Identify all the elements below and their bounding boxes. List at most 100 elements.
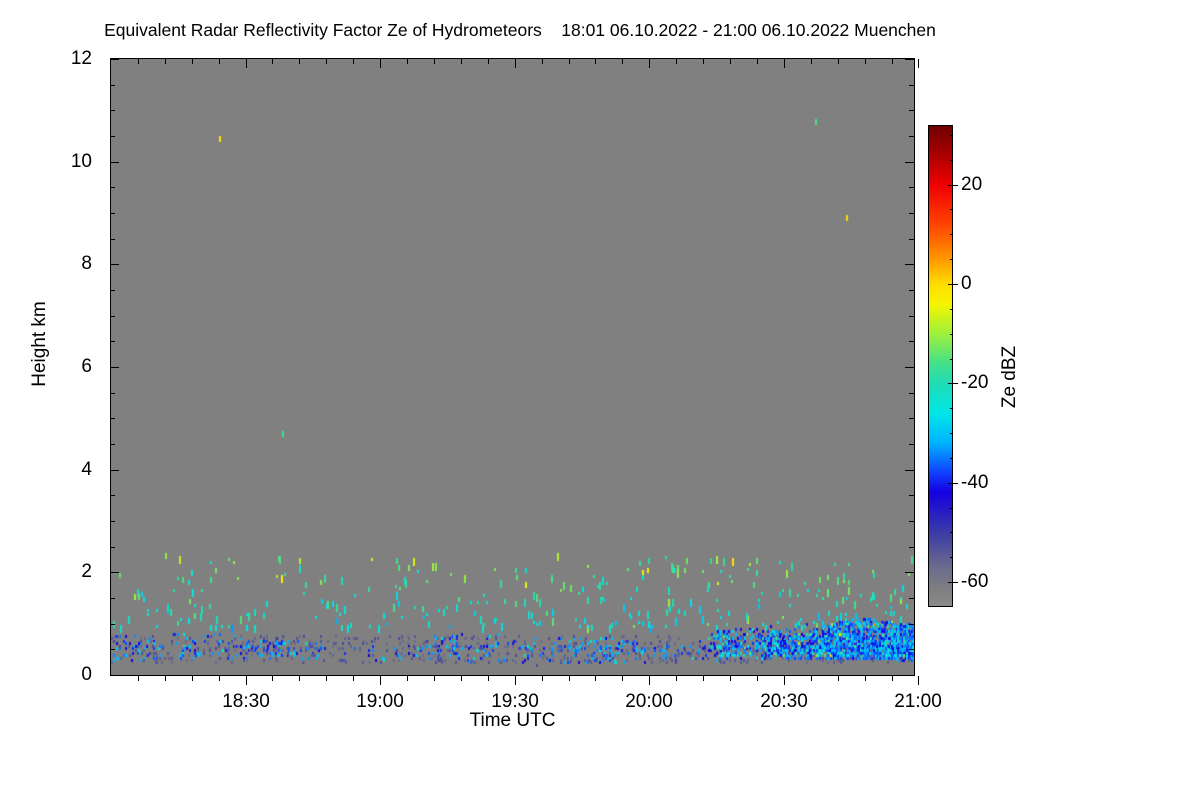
x-minor-tick-top — [703, 59, 704, 64]
y-minor-tick-right — [909, 187, 914, 188]
x-minor-tick — [811, 676, 812, 681]
x-tick-18:30 — [246, 676, 247, 685]
x-minor-tick — [703, 676, 704, 681]
y-minor-tick-right — [909, 290, 914, 291]
y-tick-label-12: 12 — [70, 48, 92, 69]
x-tick-top-20:30 — [784, 59, 785, 68]
x-minor-tick-top — [434, 59, 435, 64]
y-axis-title: Height km — [29, 301, 50, 387]
x-minor-tick — [299, 676, 300, 681]
x-minor-tick-top — [326, 59, 327, 64]
y-minor-tick-right — [909, 444, 914, 445]
colorbar-minor-tick — [950, 160, 953, 161]
y-tick-4 — [110, 470, 119, 471]
y-minor-tick — [110, 341, 115, 342]
y-tick-label-4: 4 — [81, 459, 92, 480]
colorbar-tick-label-20: 20 — [961, 174, 983, 195]
radar-heatmap-canvas — [111, 59, 914, 675]
x-minor-tick-top — [730, 59, 731, 64]
y-minor-tick-right — [909, 521, 914, 522]
y-tick-2 — [110, 572, 119, 573]
y-minor-tick — [110, 393, 115, 394]
x-minor-tick-top — [838, 59, 839, 64]
y-minor-tick — [110, 624, 115, 625]
x-minor-tick-top — [165, 59, 166, 64]
y-tick-label-10: 10 — [70, 151, 92, 172]
x-minor-tick — [353, 676, 354, 681]
x-axis-title: Time UTC — [469, 710, 556, 731]
x-minor-tick-top — [569, 59, 570, 64]
x-tick-19:00 — [380, 676, 381, 685]
colorbar-minor-tick — [950, 309, 953, 310]
x-minor-tick — [676, 676, 677, 681]
x-minor-tick — [757, 676, 758, 681]
x-minor-tick-top — [299, 59, 300, 64]
y-minor-tick-right — [909, 418, 914, 419]
y-minor-tick — [110, 495, 115, 496]
colorbar-minor-tick — [950, 508, 953, 509]
colorbar-minor-tick — [950, 433, 953, 434]
x-minor-tick-top — [192, 59, 193, 64]
colorbar-tick-inner--60 — [948, 582, 953, 583]
colorbar-minor-tick — [950, 458, 953, 459]
y-tick-0 — [110, 675, 119, 676]
x-tick-top-18:30 — [246, 59, 247, 68]
colorbar-tick-0 — [953, 284, 958, 285]
y-minor-tick-right — [909, 110, 914, 111]
x-tick-20:00 — [649, 676, 650, 685]
x-tick-top-19:30 — [515, 59, 516, 68]
y-minor-tick — [110, 213, 115, 214]
x-tick-label-19:00: 19:00 — [356, 691, 404, 712]
x-minor-tick — [461, 676, 462, 681]
x-minor-tick — [542, 676, 543, 681]
x-minor-tick — [622, 676, 623, 681]
x-minor-tick-top — [892, 59, 893, 64]
x-minor-tick — [730, 676, 731, 681]
y-minor-tick — [110, 649, 115, 650]
x-tick-label-20:30: 20:30 — [760, 691, 808, 712]
y-minor-tick-right — [909, 316, 914, 317]
y-minor-tick — [110, 521, 115, 522]
colorbar-minor-tick — [950, 557, 953, 558]
y-minor-tick-right — [909, 495, 914, 496]
colorbar-tick-inner-20 — [948, 185, 953, 186]
y-tick-8 — [110, 264, 119, 265]
x-minor-tick-top — [353, 59, 354, 64]
x-minor-tick-top — [811, 59, 812, 64]
y-minor-tick-right — [909, 598, 914, 599]
x-tick-label-20:00: 20:00 — [625, 691, 673, 712]
y-minor-tick-right — [909, 393, 914, 394]
plot-area — [110, 58, 915, 676]
x-tick-label-21:00: 21:00 — [894, 691, 942, 712]
colorbar-tick-20 — [953, 185, 958, 186]
colorbar-tick-inner--40 — [948, 483, 953, 484]
x-minor-tick-top — [865, 59, 866, 64]
x-minor-tick — [838, 676, 839, 681]
x-minor-tick — [219, 676, 220, 681]
colorbar-tick--20 — [953, 383, 958, 384]
y-minor-tick — [110, 239, 115, 240]
x-minor-tick — [192, 676, 193, 681]
colorbar-minor-tick — [950, 209, 953, 210]
colorbar-gradient — [929, 126, 952, 606]
x-minor-tick — [138, 676, 139, 681]
colorbar-minor-tick — [950, 334, 953, 335]
y-tick-right-2 — [905, 572, 914, 573]
y-minor-tick — [110, 290, 115, 291]
x-tick-21:00 — [918, 676, 919, 685]
y-minor-tick-right — [909, 624, 914, 625]
colorbar-tick-label-0: 0 — [961, 273, 972, 294]
colorbar-minor-tick — [950, 259, 953, 260]
x-minor-tick-top — [461, 59, 462, 64]
x-tick-top-20:00 — [649, 59, 650, 68]
x-tick-top-19:00 — [380, 59, 381, 68]
colorbar-minor-tick — [950, 532, 953, 533]
colorbar-tick-inner--20 — [948, 383, 953, 384]
y-minor-tick — [110, 110, 115, 111]
x-minor-tick-top — [488, 59, 489, 64]
y-tick-right-10 — [905, 162, 914, 163]
y-minor-tick-right — [909, 213, 914, 214]
x-minor-tick-top — [272, 59, 273, 64]
x-minor-tick — [272, 676, 273, 681]
